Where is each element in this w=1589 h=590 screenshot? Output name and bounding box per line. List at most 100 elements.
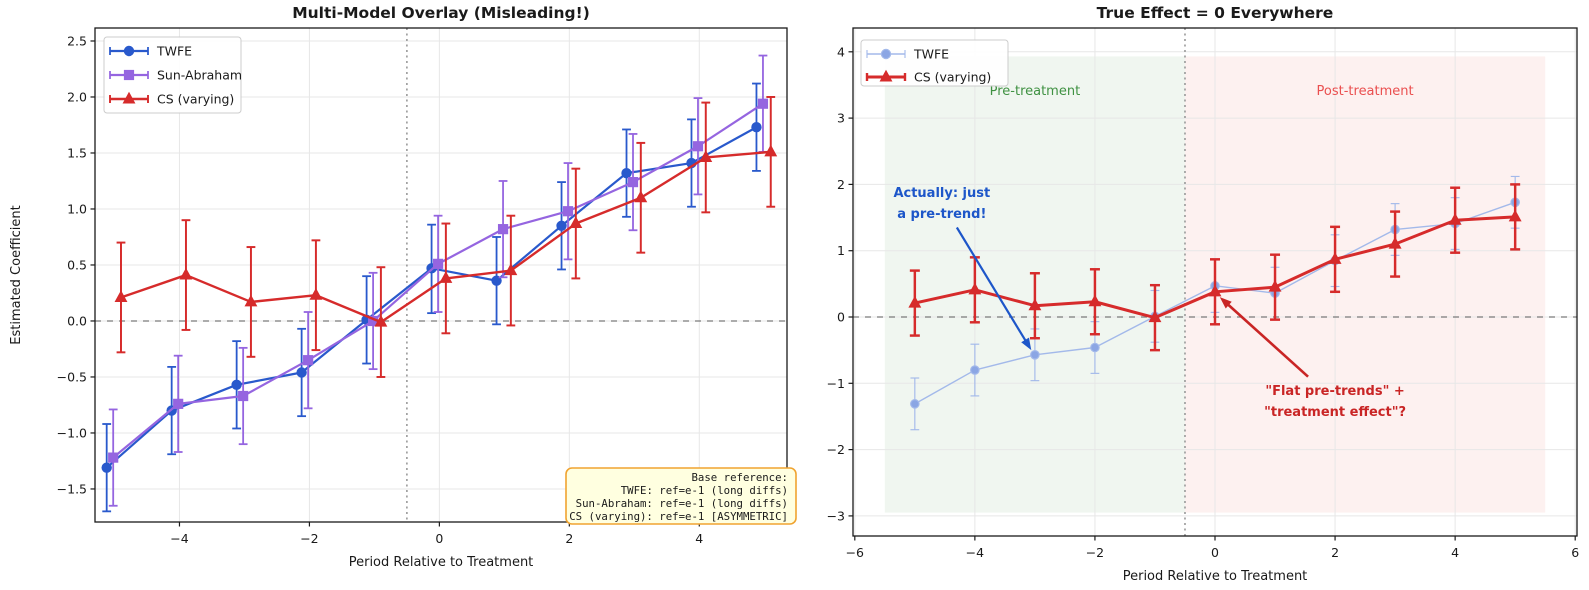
data-point-marker [910, 399, 920, 409]
data-point-marker [123, 69, 135, 81]
x-tick-label: 0 [1211, 545, 1219, 560]
y-tick-label: 2 [837, 177, 845, 192]
data-point-marker [1028, 298, 1042, 311]
data-point-marker [179, 267, 193, 280]
data-point-marker [491, 275, 502, 286]
legend-item-cs-varying-: CS (varying) [865, 70, 991, 85]
legend-label: Sun-Abraham [157, 68, 242, 83]
data-point-marker [122, 91, 136, 104]
x-tick-label: 4 [1451, 545, 1459, 560]
data-point-marker [627, 177, 639, 188]
data-point-marker [244, 294, 258, 307]
annotation-text: a pre-trend! [897, 207, 986, 222]
data-point-marker [1088, 294, 1102, 307]
x-tick-label: 0 [435, 531, 443, 546]
note-box [565, 467, 797, 525]
y-tick-label: 0.5 [67, 257, 87, 272]
post-treatment-band-label: Post-treatment [1317, 84, 1414, 99]
data-point-marker [114, 290, 128, 302]
data-point-marker [1388, 236, 1402, 249]
data-point-marker [497, 224, 509, 235]
y-tick-label: 1.0 [67, 201, 87, 216]
annotation-arrowhead [1219, 297, 1232, 309]
data-point-marker [634, 190, 648, 203]
data-point-marker [1208, 284, 1222, 297]
note-line: Sun-Abraham: ref=e-1 (long diffs) [576, 497, 788, 510]
legend-label: TWFE [156, 44, 192, 59]
data-point-marker [968, 282, 982, 295]
series-sun-abraham [108, 54, 769, 507]
data-point-marker [303, 355, 314, 366]
left-ylabel: Estimated Coefficient [9, 205, 24, 345]
annotation-arrow [1225, 301, 1309, 378]
legend-item-sun-abraham: Sun-Abraham [109, 68, 242, 83]
legend-box [860, 39, 1009, 87]
data-point-marker [432, 258, 444, 269]
series-cs-varying- [908, 183, 1522, 352]
data-point-marker [569, 216, 583, 229]
data-point-marker [880, 48, 892, 60]
panel-left: −4 −2 0 2 4 −1.5 −1.0 −0.5 0.0 0.5 1.0 1.5 2.0 2.5 Per… [9, 4, 797, 570]
annotation-text: Actually: just [893, 186, 990, 201]
data-point-marker [101, 462, 112, 473]
y-tick-label: 1.5 [67, 145, 87, 160]
y-tick-label: 0 [837, 310, 845, 325]
axis-ticks: −6 −4 −2 0 2 4 6 −3 −2 −1 0 1 2 3 4 [827, 44, 1580, 560]
y-tick-label: −1.0 [57, 425, 87, 440]
data-point-marker [504, 263, 518, 276]
x-tick-label: 2 [565, 531, 573, 546]
y-tick-label: 1 [837, 243, 845, 258]
legend-label: TWFE [913, 47, 949, 62]
y-tick-label: −1.5 [57, 481, 87, 496]
legend-label: CS (varying) [157, 92, 234, 107]
data-point-marker [699, 150, 713, 162]
y-tick-label: 4 [837, 44, 845, 59]
left-chart-title: Multi-Model Overlay (Misleading!) [292, 4, 590, 22]
data-point-marker [1090, 342, 1100, 353]
y-tick-label: −2 [827, 442, 845, 457]
data-point-marker [374, 314, 388, 327]
data-point-marker [757, 98, 769, 109]
x-tick-label: −2 [300, 531, 318, 546]
data-point-marker [173, 398, 184, 409]
data-point-marker [621, 167, 632, 179]
data-point-marker [1508, 209, 1522, 222]
x-tick-label: 4 [695, 531, 703, 546]
annotation-flat-pretrends: "Flat pre-trends" + "treatment effect"? [1219, 297, 1406, 420]
x-tick-label: −2 [1086, 545, 1104, 560]
data-point-marker [764, 144, 778, 157]
data-point-marker [556, 220, 567, 231]
data-point-marker [1030, 349, 1040, 360]
note-line: CS (varying): ref=e-1 [ASYMMETRIC] [569, 510, 788, 523]
y-tick-label: −3 [827, 508, 845, 523]
grid [95, 28, 787, 522]
data-point-marker [231, 379, 242, 391]
series-cs-varying- [114, 96, 778, 378]
legend-box [103, 36, 242, 114]
data-point-marker [970, 365, 980, 375]
x-tick-label: −4 [966, 545, 984, 560]
axes-spine [94, 27, 788, 523]
annotation-pretrend: Actually: just a pre-trend! [893, 186, 1032, 351]
x-tick-label: 2 [1331, 545, 1339, 560]
post-treatment-band [1184, 56, 1546, 513]
right-chart-title: True Effect = 0 Everywhere [1097, 4, 1334, 22]
axis-ticks: −4 −2 0 2 4 −1.5 −1.0 −0.5 0.0 0.5 1.0 1.5 2.0 2.5 [57, 33, 704, 546]
y-tick-label: 2.0 [67, 89, 87, 104]
x-tick-label: −6 [846, 545, 864, 560]
data-point-marker [439, 271, 453, 283]
annotation-text: "treatment effect"? [1264, 405, 1406, 420]
legend: TWFE CS (varying) [860, 39, 1009, 87]
series-twfe [101, 82, 762, 513]
legend-item-twfe: TWFE [109, 44, 192, 59]
data-point-marker [108, 452, 119, 463]
annotation-arrowhead [1021, 337, 1032, 351]
data-point-marker [1448, 212, 1462, 225]
data-point-marker [562, 206, 574, 217]
data-point-marker [908, 295, 922, 308]
panel-right: Pre-treatment Post-treatment−6 −4 −2 0 2 4 6−3−… [827, 4, 1580, 584]
note-line: TWFE: ref=e-1 (long diffs) [621, 484, 788, 497]
data-point-marker [1148, 310, 1162, 323]
right-xlabel: Period Relative to Treatment [1123, 569, 1308, 584]
